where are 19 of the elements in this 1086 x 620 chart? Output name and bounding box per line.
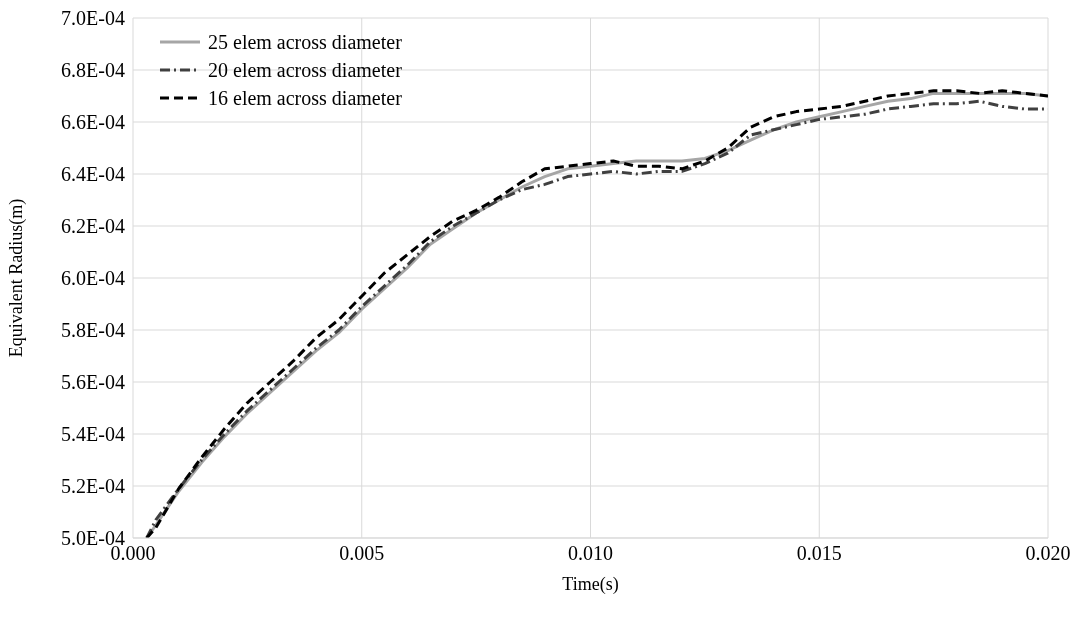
x-tick-label: 0.015 <box>796 542 842 565</box>
x-tick-label: 0.005 <box>339 542 385 565</box>
y-axis-title: Equivalent Radius(m) <box>6 198 28 358</box>
y-tick-label: 5.2E-04 <box>61 475 125 498</box>
y-tick-label: 6.2E-04 <box>61 215 125 238</box>
legend-label: 16 elem across diameter <box>208 86 402 111</box>
y-tick-label: 6.6E-04 <box>61 111 125 134</box>
y-tick-label: 6.4E-04 <box>61 163 125 186</box>
x-tick-label: 0.020 <box>1025 542 1071 565</box>
legend-label: 20 elem across diameter <box>208 58 402 83</box>
y-tick-label: 6.8E-04 <box>61 59 125 82</box>
y-tick-label: 5.8E-04 <box>61 319 125 342</box>
legend-label: 25 elem across diameter <box>208 30 402 55</box>
y-tick-label: 5.6E-04 <box>61 371 125 394</box>
y-tick-label: 6.0E-04 <box>61 267 125 290</box>
x-tick-label: 0.010 <box>568 542 613 565</box>
y-tick-label: 5.4E-04 <box>61 423 125 446</box>
x-axis-title: Time(s) <box>562 574 619 595</box>
y-tick-label: 7.0E-04 <box>61 7 125 30</box>
